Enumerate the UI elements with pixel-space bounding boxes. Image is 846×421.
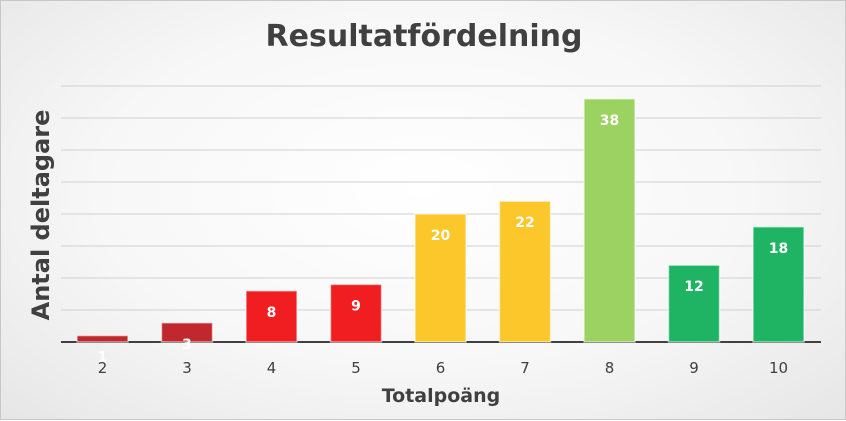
- bar-6: [414, 213, 467, 343]
- data-label-3: 3: [182, 337, 192, 353]
- x-tick-5: 5: [351, 359, 361, 377]
- chart-title: Resultatfördelning: [265, 19, 583, 54]
- x-tick-6: 6: [436, 359, 446, 377]
- data-label-7: 22: [515, 215, 534, 231]
- x-axis-title: Totalpoäng: [381, 385, 501, 407]
- bar-8: [583, 98, 636, 343]
- data-label-2: 1: [98, 350, 108, 366]
- bar-5: [329, 283, 383, 343]
- data-label-8: 38: [600, 113, 619, 129]
- bar-2: [76, 334, 129, 343]
- x-tick-9: 9: [689, 359, 699, 377]
- x-tick-labels: 2 3 4 5 6 7 8 9 10: [98, 359, 788, 377]
- bar-4: [245, 290, 298, 343]
- bar-3: [160, 322, 214, 343]
- bar-7: [498, 200, 552, 343]
- data-label-6: 20: [431, 228, 451, 244]
- data-label-9: 12: [684, 279, 703, 295]
- x-tick-8: 8: [605, 359, 615, 377]
- x-tick-4: 4: [267, 359, 277, 377]
- x-tick-2: 2: [98, 359, 108, 377]
- bar-9: [667, 264, 721, 343]
- x-tick-10: 10: [769, 359, 788, 377]
- x-tick-3: 3: [182, 359, 192, 377]
- data-label-4: 8: [267, 305, 277, 321]
- bar-10: [752, 226, 805, 343]
- bars: [76, 98, 805, 343]
- data-label-5: 9: [351, 298, 361, 314]
- data-label-10: 18: [769, 241, 788, 257]
- x-tick-7: 7: [520, 359, 530, 377]
